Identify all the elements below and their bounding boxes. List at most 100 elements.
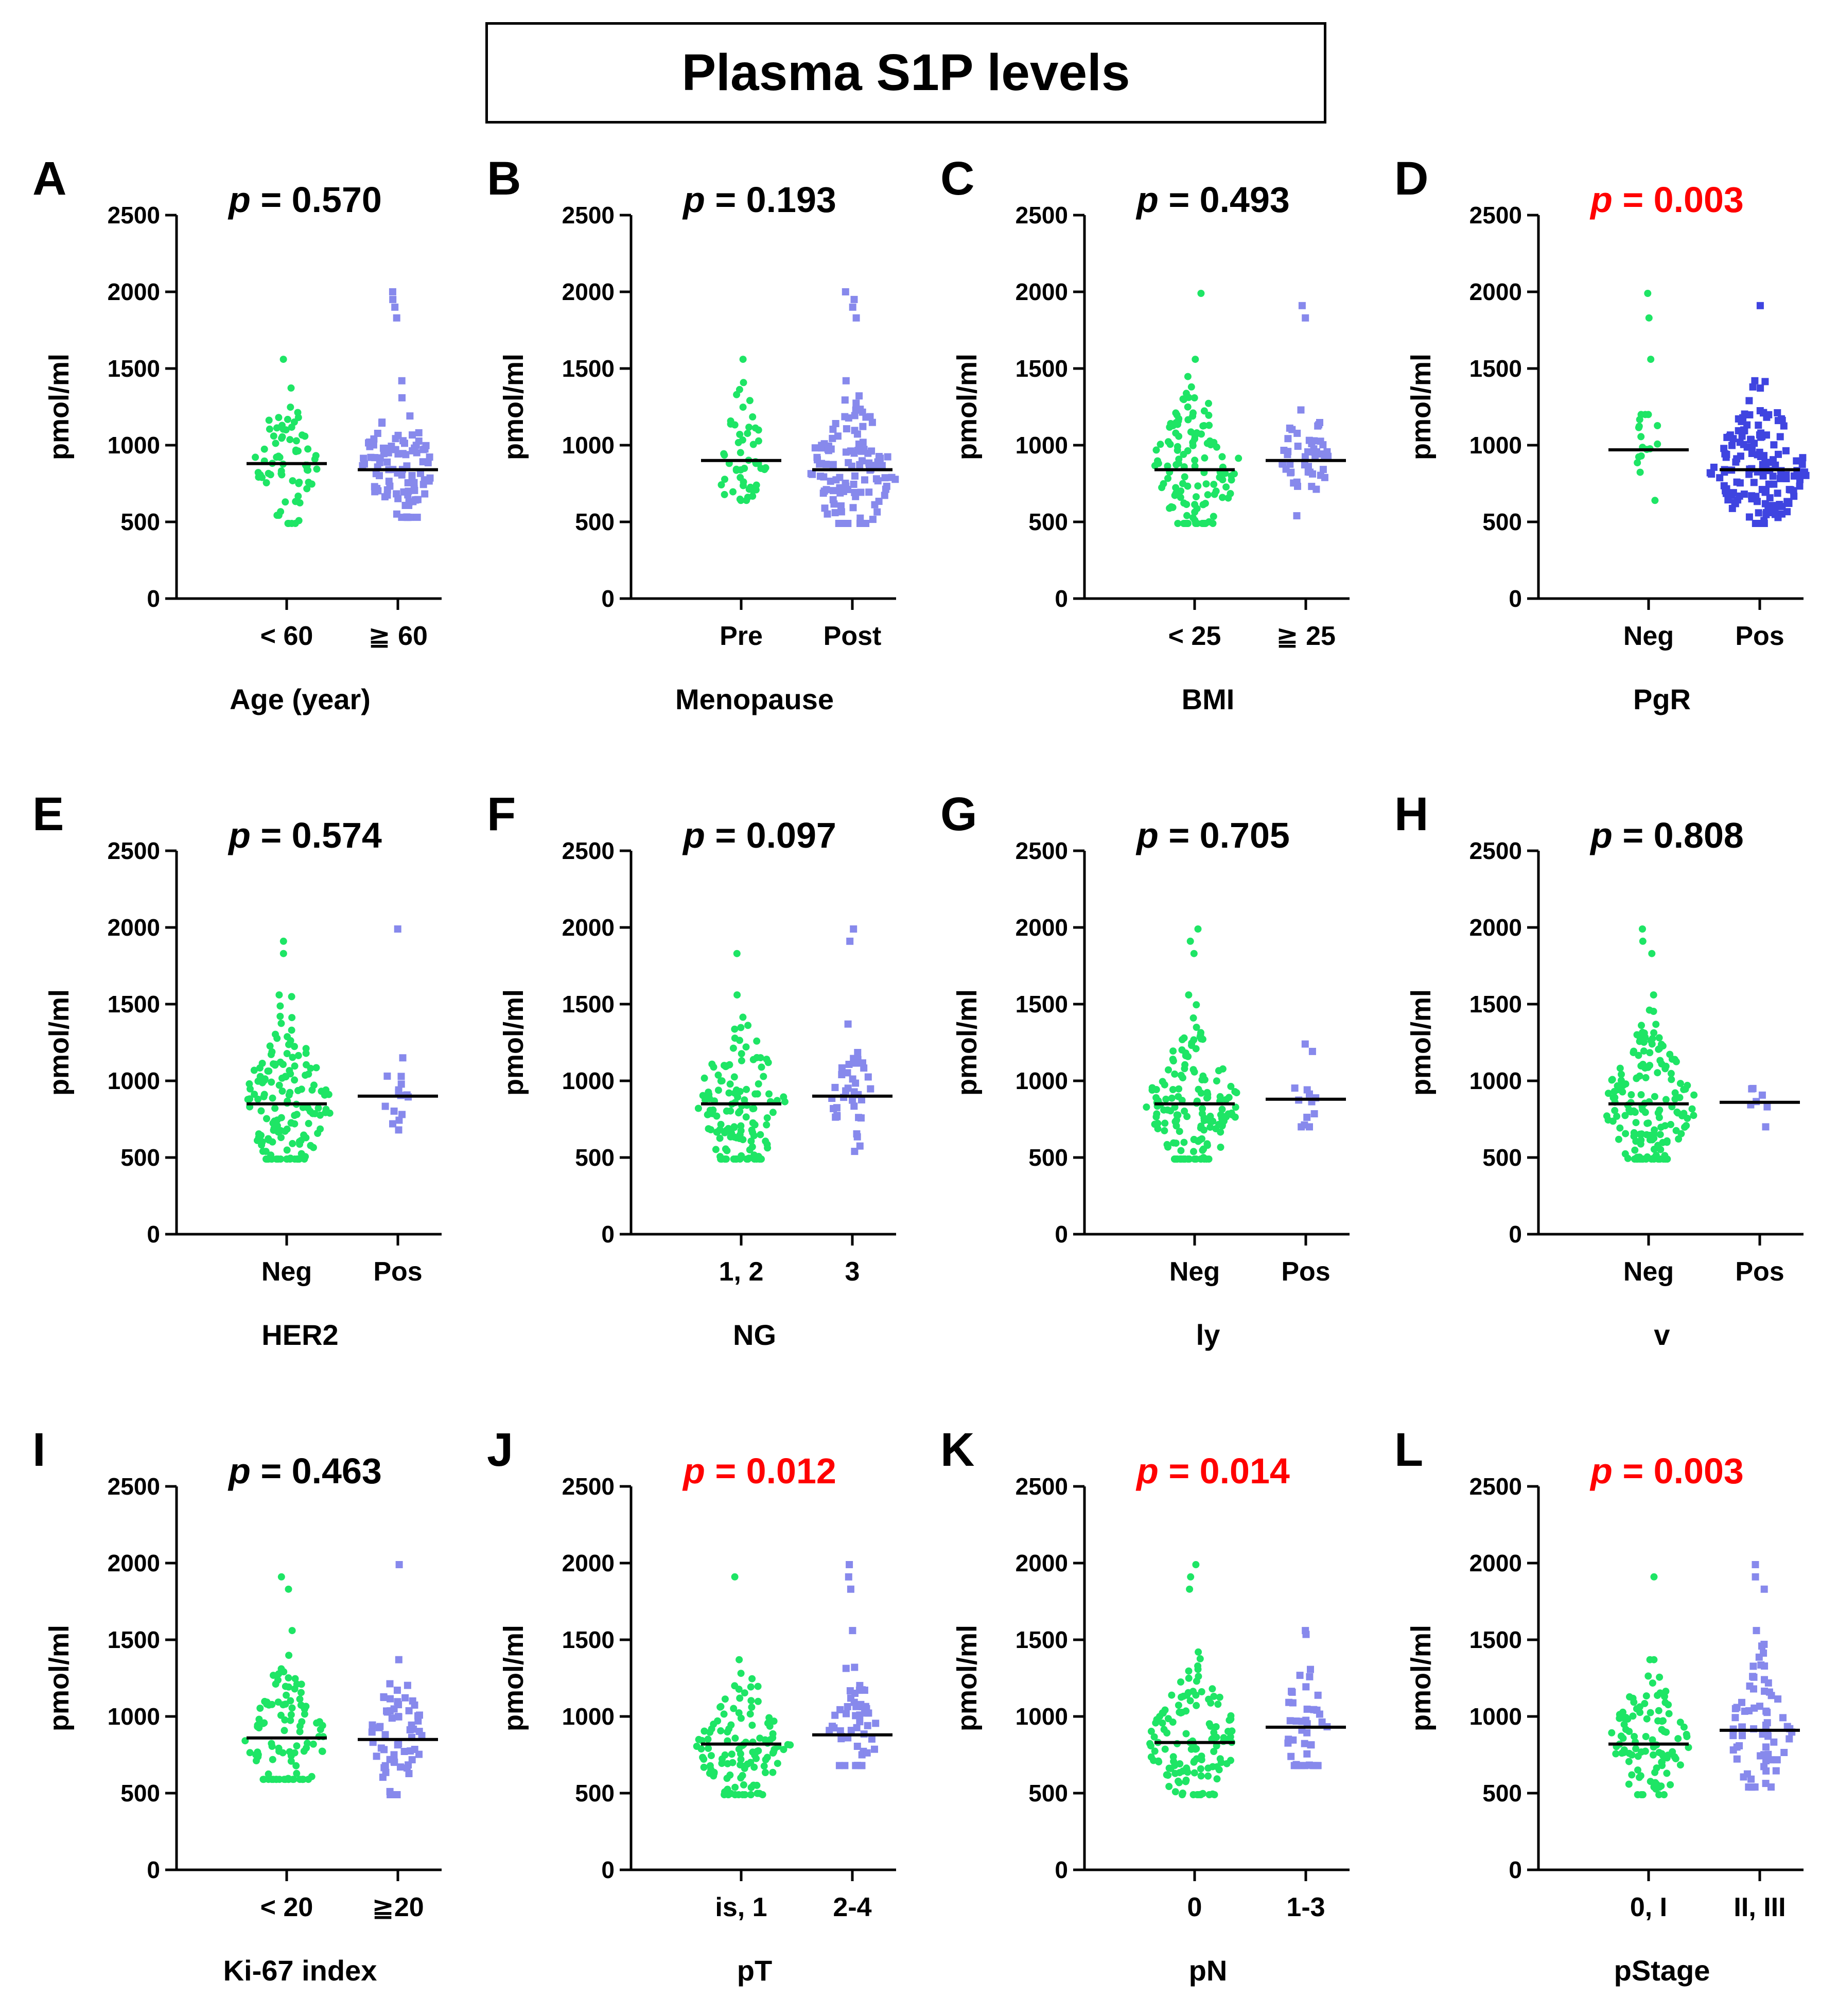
data-point (1303, 1729, 1311, 1737)
data-point (1227, 1733, 1234, 1741)
data-point (1613, 1112, 1621, 1120)
data-point (830, 1105, 837, 1112)
data-point (1192, 1045, 1200, 1053)
data-point (742, 1043, 750, 1051)
data-point (418, 1732, 426, 1740)
data-point (1172, 489, 1180, 497)
data-point (287, 1711, 295, 1719)
data-point (717, 1155, 725, 1163)
y-tick-label: 0 (1055, 1856, 1068, 1883)
y-tick-label: 500 (575, 1780, 615, 1807)
data-point (1755, 422, 1762, 429)
data-point (1293, 478, 1301, 486)
data-point (863, 1749, 871, 1757)
data-point (1758, 1091, 1766, 1099)
data-point (389, 295, 397, 303)
panel-letter: L (1394, 1424, 1423, 1476)
data-point (309, 1110, 317, 1117)
data-point (1193, 1001, 1200, 1009)
data-point (786, 1741, 794, 1749)
data-point (1215, 1120, 1222, 1128)
data-point (277, 1573, 285, 1581)
data-point (1287, 1752, 1295, 1760)
data-point (1649, 1679, 1656, 1687)
data-point (1642, 1692, 1650, 1700)
data-point (1617, 1077, 1625, 1084)
data-point (1191, 1769, 1198, 1777)
data-point (268, 1701, 276, 1708)
p-value: = 0.003 (1613, 180, 1744, 220)
data-point (1152, 446, 1160, 454)
data-point (1762, 1743, 1770, 1751)
data-point (393, 1687, 401, 1694)
data-point (1749, 383, 1757, 391)
data-point (383, 458, 391, 466)
data-point (721, 490, 728, 498)
data-point (286, 436, 294, 444)
data-point (705, 1125, 712, 1133)
data-point (736, 495, 744, 503)
data-point (1620, 1749, 1627, 1757)
p-symbol: p (1135, 1451, 1159, 1491)
data-point (289, 1140, 296, 1147)
data-point (1301, 461, 1308, 469)
data-point (408, 1721, 415, 1729)
data-point (730, 1124, 738, 1131)
data-point (1202, 480, 1210, 488)
data-point (1786, 1735, 1793, 1743)
data-point (1735, 427, 1742, 434)
y-tick-label: 2500 (562, 837, 615, 864)
data-point (1673, 1108, 1681, 1116)
data-point (289, 477, 296, 485)
x-category-label: is, 1 (715, 1892, 767, 1922)
data-point (279, 950, 287, 957)
data-point (1659, 1155, 1667, 1163)
data-point (741, 1762, 748, 1770)
y-tick-label: 1000 (108, 1703, 160, 1730)
data-point (1790, 487, 1797, 495)
data-point (1762, 1767, 1770, 1775)
data-point (1191, 462, 1199, 470)
data-point (740, 1781, 747, 1789)
data-point (381, 1102, 389, 1110)
data-point (1197, 1765, 1204, 1773)
data-point (816, 472, 824, 480)
data-point (375, 1724, 383, 1731)
data-point (1616, 1064, 1624, 1072)
data-point (1186, 1697, 1194, 1705)
data-point (1308, 483, 1316, 490)
data-point (1791, 472, 1798, 480)
data-point (1151, 1747, 1159, 1755)
data-point (1206, 1118, 1214, 1126)
data-point (737, 1714, 745, 1722)
data-point (1197, 1029, 1204, 1037)
data-point (884, 453, 891, 461)
data-point (1183, 520, 1191, 527)
data-point (383, 1072, 391, 1080)
data-point (297, 1702, 305, 1709)
data-point (1619, 1088, 1626, 1096)
data-point (1172, 484, 1180, 492)
data-point (1752, 520, 1759, 527)
data-point (1639, 1791, 1647, 1798)
data-point (842, 377, 850, 384)
data-point (304, 1104, 312, 1112)
data-point (275, 1747, 283, 1755)
data-point (843, 425, 850, 433)
x-axis-label: Menopause (675, 683, 834, 715)
data-point (746, 397, 754, 405)
data-point (1199, 422, 1207, 430)
data-point (1213, 1733, 1220, 1741)
data-point (747, 1697, 755, 1705)
y-tick-label: 1500 (1469, 355, 1522, 382)
p-symbol: p (682, 815, 705, 855)
data-point (380, 1693, 388, 1701)
data-point (739, 1013, 747, 1021)
data-point (837, 508, 845, 516)
data-point (1770, 480, 1778, 488)
data-point (267, 1151, 275, 1159)
data-point (275, 1670, 283, 1678)
data-point (735, 1686, 743, 1693)
data-point (318, 1747, 326, 1755)
